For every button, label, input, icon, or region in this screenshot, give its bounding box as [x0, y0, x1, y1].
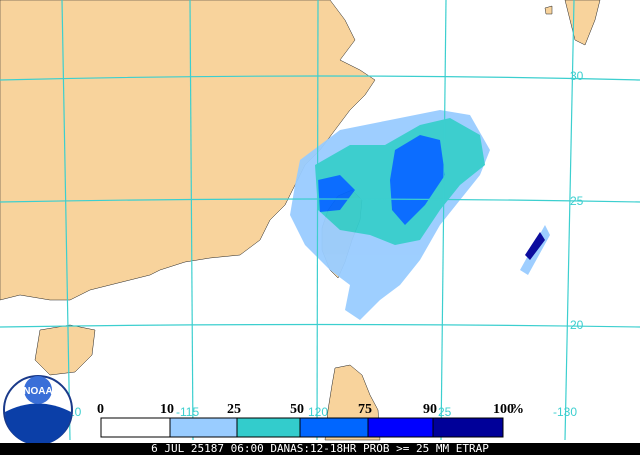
legend-label: 25 — [227, 402, 241, 417]
legend-swatch — [299, 417, 369, 438]
lon-label: -115 — [176, 405, 199, 419]
legend-label: 10 — [160, 402, 174, 417]
legend-swatch — [367, 417, 434, 438]
graticule — [0, 0, 640, 441]
caption: 6 JUL 25187 06:00 DANAS:12-18HR PROB >= … — [151, 442, 489, 455]
legend-swatch — [169, 417, 238, 438]
legend-swatch — [236, 417, 301, 438]
legend-label: 75 — [358, 402, 372, 417]
lat-label: 25 — [570, 194, 584, 208]
legend-label: 50 — [290, 402, 304, 417]
lon-label: 120 — [308, 405, 328, 419]
lat-label: 30 — [570, 69, 584, 83]
legend-label: 100 — [493, 402, 514, 417]
lon-label: -130 — [553, 405, 577, 419]
legend-label: 90 — [423, 402, 437, 417]
probability-swath — [290, 110, 550, 320]
legend-swatch — [432, 417, 504, 438]
legend-unit: % — [510, 402, 524, 417]
lon-label: 25 — [438, 405, 452, 419]
legend-label: 0 — [97, 402, 104, 417]
legend-swatch — [100, 417, 171, 438]
caption-bar — [0, 443, 640, 455]
noaa-logo: NOAA — [3, 375, 73, 445]
lat-label: 20 — [570, 318, 584, 332]
logo-text: NOAA — [23, 386, 52, 397]
